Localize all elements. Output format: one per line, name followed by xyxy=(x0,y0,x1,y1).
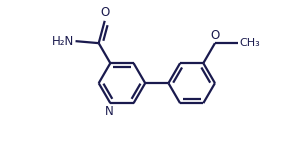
Text: O: O xyxy=(210,29,220,42)
Text: N: N xyxy=(105,105,114,118)
Text: CH₃: CH₃ xyxy=(240,38,260,48)
Text: O: O xyxy=(100,6,109,18)
Text: H₂N: H₂N xyxy=(52,35,74,48)
